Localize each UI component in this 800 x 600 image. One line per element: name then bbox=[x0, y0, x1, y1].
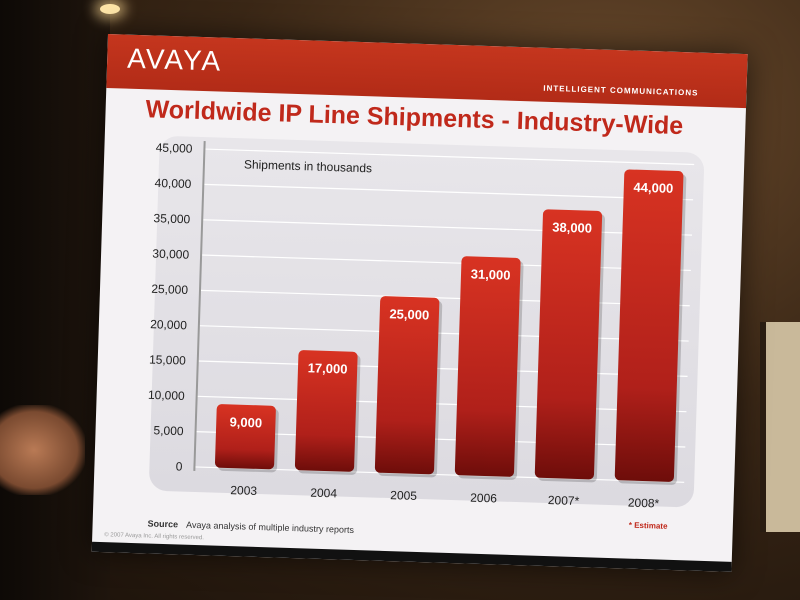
bar-2007 bbox=[534, 209, 603, 480]
y-axis bbox=[193, 141, 206, 471]
bars: 9,000 17,000 25,000 31,000 38,000 44,000 bbox=[214, 169, 687, 485]
bar-2005 bbox=[374, 296, 440, 475]
bar-2006 bbox=[454, 256, 521, 477]
x-tick-label: 2006 bbox=[470, 491, 497, 506]
y-tick-label: 5,000 bbox=[153, 423, 184, 438]
y-tick-label: 45,000 bbox=[156, 141, 193, 156]
grid-line bbox=[201, 254, 691, 272]
grid-line bbox=[199, 289, 690, 307]
y-tick-label: 10,000 bbox=[148, 388, 185, 403]
grid-line bbox=[202, 219, 692, 236]
wall-frame bbox=[760, 322, 800, 532]
bar-value-label: 25,000 bbox=[389, 306, 429, 322]
y-tick-label: 35,000 bbox=[153, 211, 190, 226]
bar-chart: 0 5,000 10,000 15,000 20,000 25,000 30,000 35,0… bbox=[148, 141, 695, 511]
y-tick-label: 0 bbox=[176, 459, 183, 473]
grid-line bbox=[198, 325, 689, 342]
source-label: Source bbox=[147, 518, 179, 530]
y-axis-line bbox=[193, 141, 206, 471]
bar-2003 bbox=[214, 404, 276, 470]
y-tick-label: 40,000 bbox=[154, 176, 191, 191]
x-axis-tick-labels: 2003 2004 2005 2006 2007* 2008* bbox=[230, 483, 660, 510]
y-tick-label: 25,000 bbox=[151, 282, 188, 297]
bar-value-label: 9,000 bbox=[229, 414, 262, 430]
grid-line bbox=[194, 466, 685, 483]
ceiling-light bbox=[100, 4, 120, 14]
y-tick-label: 20,000 bbox=[150, 317, 187, 332]
grid-line bbox=[203, 183, 694, 201]
grid-line bbox=[195, 431, 686, 448]
x-tick-label: 2005 bbox=[390, 488, 417, 503]
x-tick-label: 2004 bbox=[310, 486, 337, 501]
bar-2008 bbox=[614, 169, 684, 482]
y-tick-label: 30,000 bbox=[152, 247, 189, 262]
x-tick-label: 2008* bbox=[628, 496, 660, 511]
grid-line bbox=[196, 395, 687, 413]
chart-annotation: Shipments in thousands bbox=[244, 157, 372, 175]
bar-value-label: 38,000 bbox=[552, 220, 592, 236]
grid-line bbox=[204, 148, 695, 166]
room-background-left bbox=[0, 0, 110, 600]
x-tick-label: 2003 bbox=[230, 483, 257, 498]
bar-value-label: 44,000 bbox=[633, 180, 673, 196]
projection-screen: AVAYA INTELLIGENT COMMUNICATIONS Worldwi… bbox=[91, 34, 748, 572]
estimate-footnote: * Estimate bbox=[628, 520, 668, 531]
bar-value-label: 31,000 bbox=[471, 266, 511, 282]
x-tick-label: 2007* bbox=[548, 493, 580, 508]
bar-2004 bbox=[294, 350, 358, 472]
presenter-hand bbox=[0, 405, 85, 495]
y-axis-tick-labels: 0 5,000 10,000 15,000 20,000 25,000 30,000 35,0… bbox=[148, 141, 193, 474]
grid-line bbox=[197, 360, 688, 377]
y-tick-label: 15,000 bbox=[149, 352, 186, 367]
grid-lines bbox=[194, 148, 695, 483]
bar-value-label: 17,000 bbox=[307, 360, 347, 376]
